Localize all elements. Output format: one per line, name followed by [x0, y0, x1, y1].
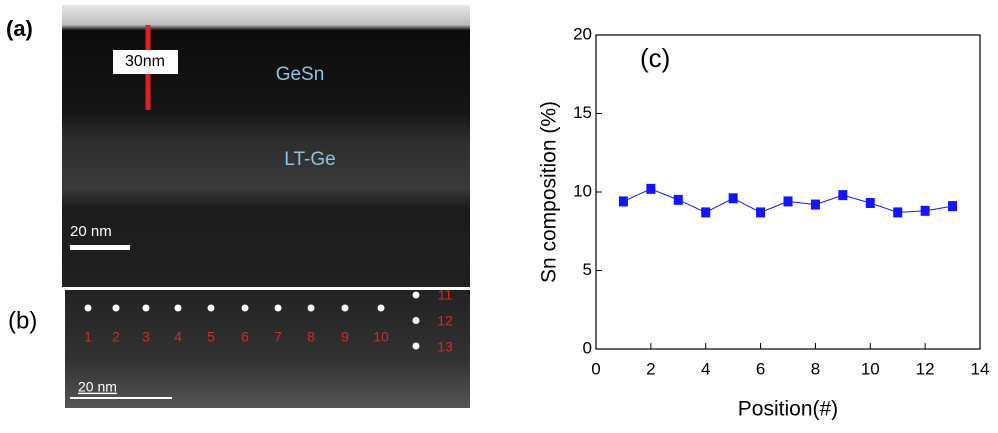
layer-label: GeSn — [276, 64, 325, 85]
thickness-label: 30nm — [125, 53, 165, 70]
x-tick-label: 8 — [811, 359, 820, 378]
point-label: 11 — [438, 287, 453, 303]
x-tick-label: 6 — [756, 359, 765, 378]
data-point — [810, 199, 820, 210]
point — [412, 317, 420, 324]
x-tick-label: 0 — [591, 359, 600, 378]
point — [412, 291, 420, 299]
x-axis-label: Position(#) — [738, 398, 838, 421]
scale-bar — [70, 245, 130, 250]
data-point — [893, 207, 903, 218]
layer-label: LT-Ge — [284, 149, 335, 170]
y-tick-label: 5 — [583, 260, 592, 279]
x-tick-label: 12 — [916, 359, 935, 378]
point — [307, 304, 315, 312]
data-point — [838, 190, 848, 201]
point-label: 10 — [373, 329, 389, 345]
tem-image — [62, 5, 470, 287]
y-tick-label: 20 — [573, 24, 592, 43]
point-label: 9 — [341, 329, 349, 345]
point — [142, 304, 150, 312]
data-point — [756, 207, 766, 218]
x-tick-label: 2 — [646, 359, 655, 378]
scale-bar-label: 20 nm — [78, 379, 117, 395]
x-tick-label: 10 — [861, 359, 880, 378]
data-point — [618, 196, 628, 207]
point-label: 3 — [142, 329, 150, 345]
point-label: 1 — [84, 329, 92, 345]
panel-label: (c) — [640, 43, 670, 73]
x-tick-label: 4 — [701, 359, 710, 378]
point — [341, 304, 349, 312]
point — [274, 304, 282, 312]
data-point — [728, 193, 738, 204]
point-label: 4 — [174, 329, 182, 345]
data-point — [920, 205, 930, 216]
y-tick-label: 0 — [583, 338, 592, 357]
panel-label: (b) — [8, 307, 37, 334]
x-tick-label: 14 — [971, 359, 990, 378]
data-point — [865, 197, 875, 208]
data-point — [701, 207, 711, 218]
tem-image — [65, 290, 470, 408]
point-label: 7 — [274, 329, 282, 345]
panel-label: (a) — [6, 16, 33, 41]
point — [412, 342, 420, 350]
point-label: 2 — [112, 329, 120, 345]
scale-bar — [70, 397, 172, 399]
point — [207, 304, 215, 312]
point-label: 12 — [437, 313, 453, 329]
point — [377, 304, 385, 312]
y-tick-label: 10 — [573, 181, 592, 200]
data-point — [646, 183, 656, 194]
label-box — [113, 50, 178, 74]
data-point — [948, 201, 958, 212]
point — [84, 304, 92, 312]
y-tick-label: 15 — [573, 103, 592, 122]
point — [174, 304, 182, 312]
point-label: 8 — [307, 329, 315, 345]
data-point — [673, 194, 683, 205]
scale-bar-label: 20 nm — [70, 223, 112, 240]
point — [241, 304, 249, 312]
y-axis-label: Sn composition (%) — [538, 101, 561, 283]
point-label: 13 — [437, 339, 453, 355]
point-label: 6 — [241, 329, 249, 345]
point — [112, 304, 120, 312]
data-point — [783, 196, 793, 207]
point-label: 5 — [207, 329, 215, 345]
